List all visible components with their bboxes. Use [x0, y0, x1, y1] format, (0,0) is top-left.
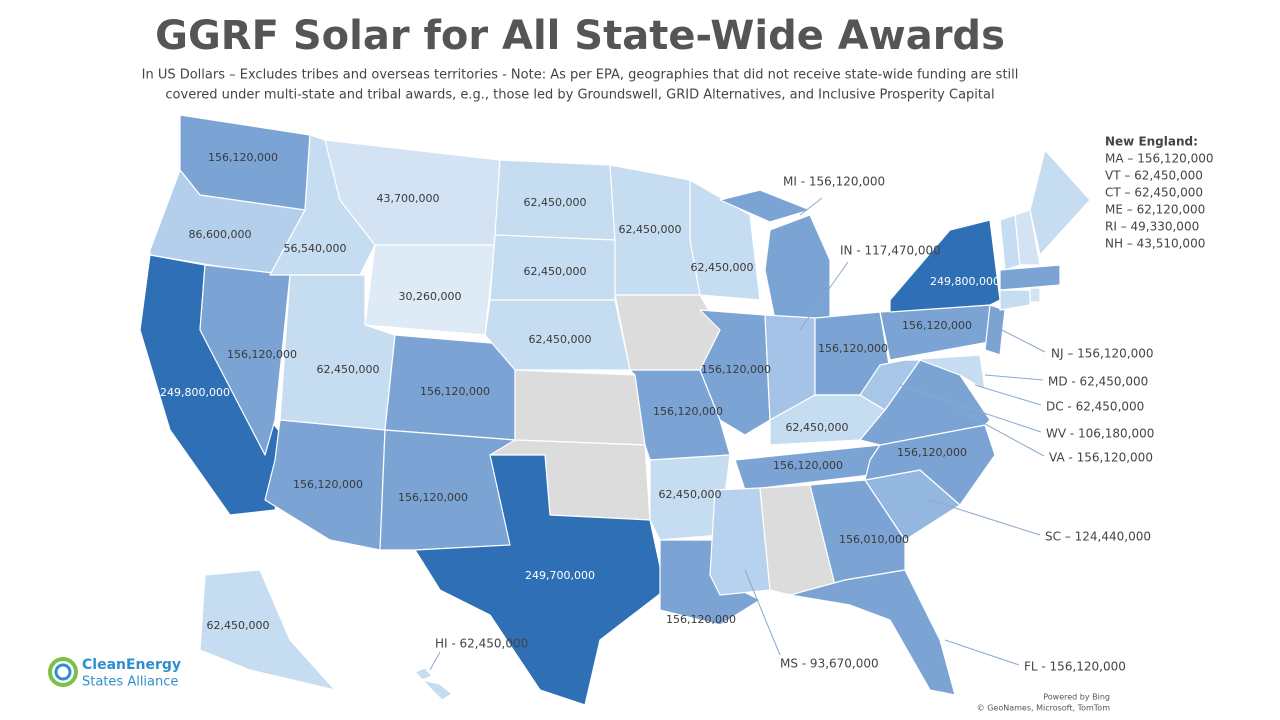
state-value-label: 156,120,000 [227, 348, 297, 361]
new-england-item: ME – 62,120,000 [1105, 203, 1205, 217]
credit: © GeoNames, Microsoft, TomTom [977, 704, 1111, 713]
state-value-label: 62,450,000 [529, 333, 592, 346]
logo-text: CleanEnergy [82, 657, 181, 673]
state [879, 304, 1001, 361]
callout-label: MS - 93,670,000 [780, 657, 879, 671]
states [139, 114, 1091, 706]
callout-label: IN - 117,470,000 [840, 244, 941, 258]
leader-line [799, 261, 849, 331]
state-value-label: 156,120,000 [293, 478, 363, 491]
state-value-label: 249,800,000 [930, 275, 1000, 288]
callout-label: NJ – 156,120,000 [1051, 347, 1154, 361]
state-value-label: 156,120,000 [653, 405, 723, 418]
state-value-label: 156,120,000 [902, 319, 972, 332]
state-value-label: 30,260,000 [399, 290, 462, 303]
callout-label: FL - 156,120,000 [1024, 660, 1126, 674]
logo: CleanEnergy States Alliance [48, 657, 181, 690]
state-value-label: 156,120,000 [818, 342, 888, 355]
state-value-label: 249,800,000 [160, 386, 230, 399]
state [649, 454, 731, 541]
new-england-heading: New England: [1105, 135, 1198, 149]
state [484, 299, 631, 371]
leader-line [929, 499, 1041, 536]
state-labels: 156,120,000 86,600,000 249,800,000 156,120,… [160, 151, 1000, 632]
state [199, 569, 336, 691]
callout-label: VA - 156,120,000 [1049, 451, 1153, 465]
state [709, 487, 771, 596]
leader-line [1001, 329, 1046, 353]
state [999, 264, 1061, 291]
state [904, 354, 986, 391]
leader-line [429, 651, 441, 671]
callout-label: MI - 156,120,000 [783, 175, 885, 189]
state-value-label: 62,450,000 [691, 261, 754, 274]
new-england-list: New England: MA – 156,120,000 VT – 62,450,… [1105, 135, 1214, 251]
leader-line [944, 639, 1020, 666]
logo-text: States Alliance [82, 675, 178, 690]
state [1029, 149, 1091, 256]
state [889, 219, 1001, 313]
state-value-label: 56,540,000 [284, 242, 347, 255]
state-value-label: 62,450,000 [619, 223, 682, 236]
state-value-label: 86,600,000 [189, 228, 252, 241]
state-value-label: 43,700,000 [377, 192, 440, 205]
new-england-item: NH – 43,510,000 [1105, 237, 1205, 251]
state [1014, 209, 1041, 266]
new-england-item: RI – 49,330,000 [1105, 220, 1199, 234]
new-england-item: CT – 62,450,000 [1105, 186, 1203, 200]
logo-icon [54, 663, 72, 681]
leader-line [744, 569, 781, 656]
callout-label: MD - 62,450,000 [1048, 375, 1148, 389]
callout-label: SC – 124,440,000 [1045, 530, 1151, 544]
state [719, 189, 811, 223]
state-value-label: 249,700,000 [525, 569, 595, 582]
state-value-label: 156,120,000 [420, 385, 490, 398]
leader-line [799, 197, 823, 216]
state-value-label: 156,120,000 [773, 459, 843, 472]
callouts: MI - 156,120,000 IN - 117,470,000 NJ – 156… [429, 175, 1154, 674]
state [764, 214, 831, 321]
state [789, 569, 956, 696]
state-value-label: 62,450,000 [524, 196, 587, 209]
state-value-label: 156,120,000 [208, 151, 278, 164]
state-value-label: 62,450,000 [786, 421, 849, 434]
callout-label: WV - 106,180,000 [1046, 427, 1154, 441]
callout-label: HI - 62,450,000 [435, 637, 528, 651]
state-value-label: 156,120,000 [897, 446, 967, 459]
state-value-label: 156,120,000 [701, 363, 771, 376]
subtitle: In US Dollars – Excludes tribes and over… [142, 68, 1019, 83]
state [1029, 287, 1041, 303]
state [379, 429, 516, 551]
credit: Powered by Bing [1043, 693, 1110, 702]
callout-label: DC - 62,450,000 [1046, 400, 1144, 414]
leader-line [899, 384, 1042, 433]
state [864, 424, 996, 506]
new-england-item: VT – 62,450,000 [1105, 169, 1203, 183]
state-value-label: 156,120,000 [666, 613, 736, 626]
logo-icon [48, 657, 78, 687]
subtitle: covered under multi-state and tribal awa… [165, 88, 994, 103]
state-value-label: 62,450,000 [207, 619, 270, 632]
new-england-item: MA – 156,120,000 [1105, 152, 1214, 166]
leader-line [949, 404, 1045, 457]
leader-line [974, 384, 1042, 406]
state-value-label: 62,450,000 [659, 488, 722, 501]
leader-line [984, 374, 1044, 381]
state-value-label: 156,010,000 [839, 533, 909, 546]
state-value-label: 62,450,000 [317, 363, 380, 376]
state [414, 667, 453, 701]
state-value-label: 62,450,000 [524, 265, 587, 278]
title: GGRF Solar for All State-Wide Awards [155, 13, 1005, 59]
state [999, 289, 1031, 311]
state [514, 369, 646, 446]
state-value-label: 156,120,000 [398, 491, 468, 504]
state [414, 454, 666, 706]
state [614, 294, 721, 371]
